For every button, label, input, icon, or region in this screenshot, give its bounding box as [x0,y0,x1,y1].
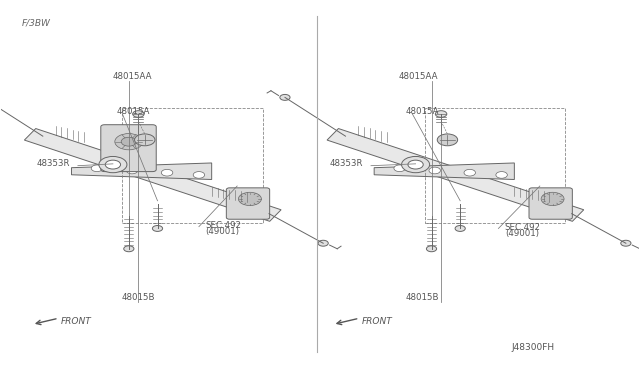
Circle shape [318,240,328,246]
Circle shape [437,134,458,146]
Circle shape [92,165,102,171]
Circle shape [426,246,436,252]
Circle shape [124,246,134,252]
Circle shape [541,192,564,206]
Polygon shape [24,129,281,221]
Bar [122,109,262,223]
Circle shape [408,160,423,169]
Text: (49001): (49001) [505,229,539,238]
Circle shape [496,171,508,178]
Polygon shape [374,163,515,180]
Text: 48015B: 48015B [122,294,155,302]
Polygon shape [72,163,212,180]
Circle shape [105,160,120,169]
Circle shape [161,169,173,176]
Circle shape [464,169,476,176]
Text: SEC.492: SEC.492 [505,223,541,232]
Circle shape [239,192,261,206]
Text: 48015AA: 48015AA [399,72,438,81]
Circle shape [429,167,440,174]
Text: 48015A: 48015A [406,107,440,116]
FancyBboxPatch shape [100,125,156,171]
Polygon shape [327,129,584,221]
Text: 48353R: 48353R [330,159,363,168]
Text: SEC.492: SEC.492 [205,221,241,231]
Circle shape [401,157,429,173]
Text: FRONT: FRONT [61,317,92,326]
Circle shape [132,111,144,117]
Text: (49001): (49001) [205,227,239,236]
Text: 48015B: 48015B [405,294,438,302]
Circle shape [455,225,465,231]
Circle shape [435,111,447,117]
Bar [425,109,565,223]
Circle shape [115,134,143,150]
Circle shape [280,94,290,100]
Text: 48015A: 48015A [116,107,150,116]
Circle shape [621,240,631,246]
Circle shape [99,157,127,173]
Text: 48353R: 48353R [36,159,70,168]
Text: F/3BW: F/3BW [22,18,51,28]
Circle shape [394,165,405,171]
FancyBboxPatch shape [227,188,269,219]
Text: FRONT: FRONT [362,317,392,326]
Circle shape [134,134,155,146]
Circle shape [121,137,136,146]
Circle shape [126,167,138,174]
Circle shape [152,225,163,231]
Text: J48300FH: J48300FH [511,343,554,352]
FancyBboxPatch shape [529,188,572,219]
Text: 48015AA: 48015AA [112,72,152,81]
Circle shape [193,171,205,178]
